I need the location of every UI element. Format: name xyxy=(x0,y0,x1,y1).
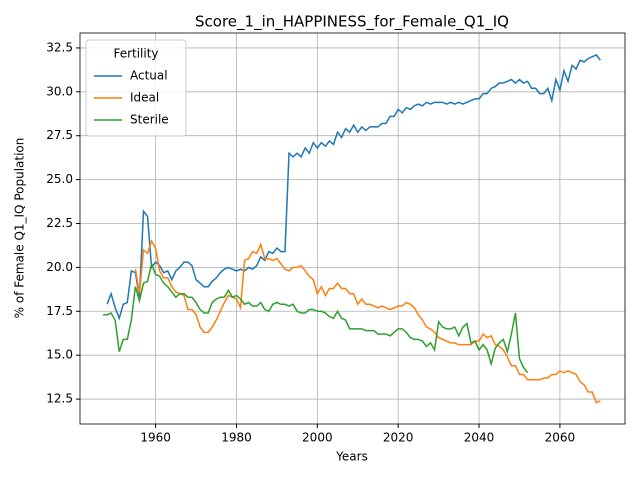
data-line xyxy=(134,239,601,404)
x-tick-label: 2040 xyxy=(464,431,495,445)
y-tick-label: 15.0 xyxy=(46,348,73,362)
legend-title: Fertility xyxy=(113,47,158,61)
y-tick-label: 17.5 xyxy=(46,304,73,318)
y-tick-label: 32.5 xyxy=(46,40,73,54)
legend-label: Ideal xyxy=(130,91,159,105)
chart-title: Score_1_in_HAPPINESS_for_Female_Q1_IQ xyxy=(195,13,509,32)
y-tick-label: 20.0 xyxy=(46,260,73,274)
y-axis-label: % of Female Q1_IQ Population xyxy=(13,138,27,319)
y-tick-label: 27.5 xyxy=(46,128,73,142)
plot-frame xyxy=(79,32,626,425)
legend-label: Sterile xyxy=(130,113,169,127)
legend-label: Actual xyxy=(130,69,168,83)
y-tick-label: 22.5 xyxy=(46,216,73,230)
x-tick-label: 2020 xyxy=(383,431,414,445)
legend-box xyxy=(85,39,187,137)
x-tick-label: 2060 xyxy=(545,431,576,445)
x-tick-label: 2000 xyxy=(302,431,333,445)
x-tick-label: 1960 xyxy=(140,431,171,445)
x-tick-label: 1980 xyxy=(221,431,252,445)
data-line xyxy=(103,261,529,374)
y-tick-label: 30.0 xyxy=(46,84,73,98)
x-axis-label: Years xyxy=(335,450,368,464)
y-tick-label: 12.5 xyxy=(46,392,73,406)
y-tick-label: 25.0 xyxy=(46,172,73,186)
legend: Fertility Actual Ideal Sterile xyxy=(85,39,187,137)
data-line xyxy=(106,54,601,321)
